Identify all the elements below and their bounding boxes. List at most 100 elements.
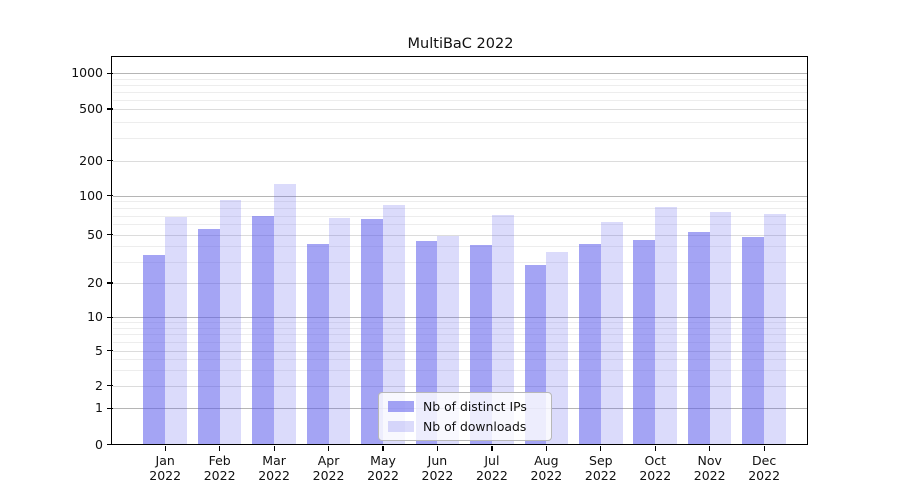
y-tick-label: 0 [95,436,103,452]
y-tick-label: 50 [87,226,103,242]
y-tick-label: 1 [95,400,103,416]
gridline-minor [113,201,808,203]
x-tick [327,446,330,451]
x-tick [491,446,493,451]
gridline-minor [113,99,808,101]
gridline-labeled-minor [113,283,808,284]
x-tick-label: May 2022 [367,452,399,483]
gridline-minor [113,91,808,93]
gridline-minor [113,121,808,123]
x-tick [219,446,221,451]
bar-distinct-ips-mar [252,215,275,445]
bar-downloads-mar [274,183,296,445]
gridline-minor [113,370,808,371]
gridline-minor [113,246,808,248]
gridline-labeled-minor [113,350,808,352]
y-tick-label: 5 [95,342,103,358]
y-tick [106,233,113,236]
bar-downloads-jan [165,217,187,445]
bar-downloads-may [383,204,405,445]
y-tick [106,72,113,74]
bar-distinct-ips-nov [687,232,710,445]
gridline-minor [113,327,808,329]
gridline-minor [113,334,808,336]
gridline-minor [113,224,808,226]
y-tick-label: 20 [87,275,103,290]
gridline-minor [113,84,808,86]
x-tick [709,446,711,451]
x-tick-label: Sep 2022 [584,452,617,483]
gridline-major [113,195,808,197]
y-tick-label: 2 [95,377,103,393]
bar-downloads-sep [600,222,623,445]
y-tick-label: 500 [79,101,103,116]
y-tick [106,384,113,387]
x-tick-label: Jul 2022 [475,452,508,483]
bar-downloads-jul [491,214,514,445]
bar-downloads-oct [655,206,678,445]
gridline-minor [113,322,808,324]
bar-distinct-ips-dec [742,236,765,445]
y-tick-label: 200 [79,152,103,168]
bar-distinct-ips-sep [579,243,601,445]
x-tick [382,446,384,451]
gridline-minor [113,208,808,210]
gridline-labeled-minor [113,160,808,162]
y-tick [106,443,113,446]
legend-item-downloads: Nb of downloads [379,419,551,434]
legend-label-downloads: Nb of downloads [423,419,527,434]
gridline-minor [113,261,808,263]
y-tick [106,108,113,110]
bar-downloads-nov [709,212,732,445]
y-tick-label: 100 [79,187,103,203]
gridline-minor [113,341,808,343]
x-tick-label: Dec 2022 [748,452,781,483]
y-tick [106,316,113,318]
x-tick [763,446,765,451]
legend-swatch-downloads [388,420,414,433]
legend-label-distinct-ips: Nb of distinct IPs [423,399,527,414]
x-tick-label: Apr 2022 [312,452,345,483]
gridline-major [113,73,808,75]
bar-downloads-feb [219,199,242,445]
legend: Nb of distinct IPs Nb of downloads [378,392,552,441]
x-tick [436,446,439,451]
gridline-labeled-minor [113,385,808,387]
x-tick-label: Mar 2022 [258,452,290,483]
bar-distinct-ips-may [361,218,383,445]
x-tick-label: Jan 2022 [149,452,182,483]
bar-distinct-ips-feb [197,229,220,445]
gridline-minor [113,359,808,361]
legend-item-distinct-ips: Nb of distinct IPs [379,399,551,414]
x-tick-label: Nov 2022 [693,452,726,483]
y-tick [106,407,113,409]
x-tick [600,446,602,451]
y-tick-label: 10 [87,309,103,325]
x-tick-label: Aug 2022 [530,452,563,483]
y-tick [106,282,113,284]
x-tick [164,446,166,451]
y-tick-label: 1000 [71,65,103,81]
y-tick [106,194,113,197]
y-tick [106,159,113,162]
bar-distinct-ips-apr [306,243,329,445]
x-tick-label: Jun 2022 [421,452,454,483]
bar-downloads-apr [328,218,351,445]
x-tick-label: Feb 2022 [203,452,236,483]
gridline-minor [113,78,808,80]
x-tick [273,446,275,451]
plot-area [113,58,808,445]
bar-distinct-ips-oct [633,240,656,445]
y-tick [106,349,113,352]
gridline-minor [113,215,808,217]
bar-distinct-ips-jan [143,254,166,445]
x-tick-label: Oct 2022 [639,452,672,483]
gridline-labeled-minor [113,109,808,110]
bar-downloads-dec [764,213,786,445]
x-tick [654,446,656,451]
gridline-labeled-minor [113,234,808,236]
legend-swatch-distinct-ips [388,400,414,413]
gridline-major [113,317,808,319]
x-tick [545,446,548,451]
